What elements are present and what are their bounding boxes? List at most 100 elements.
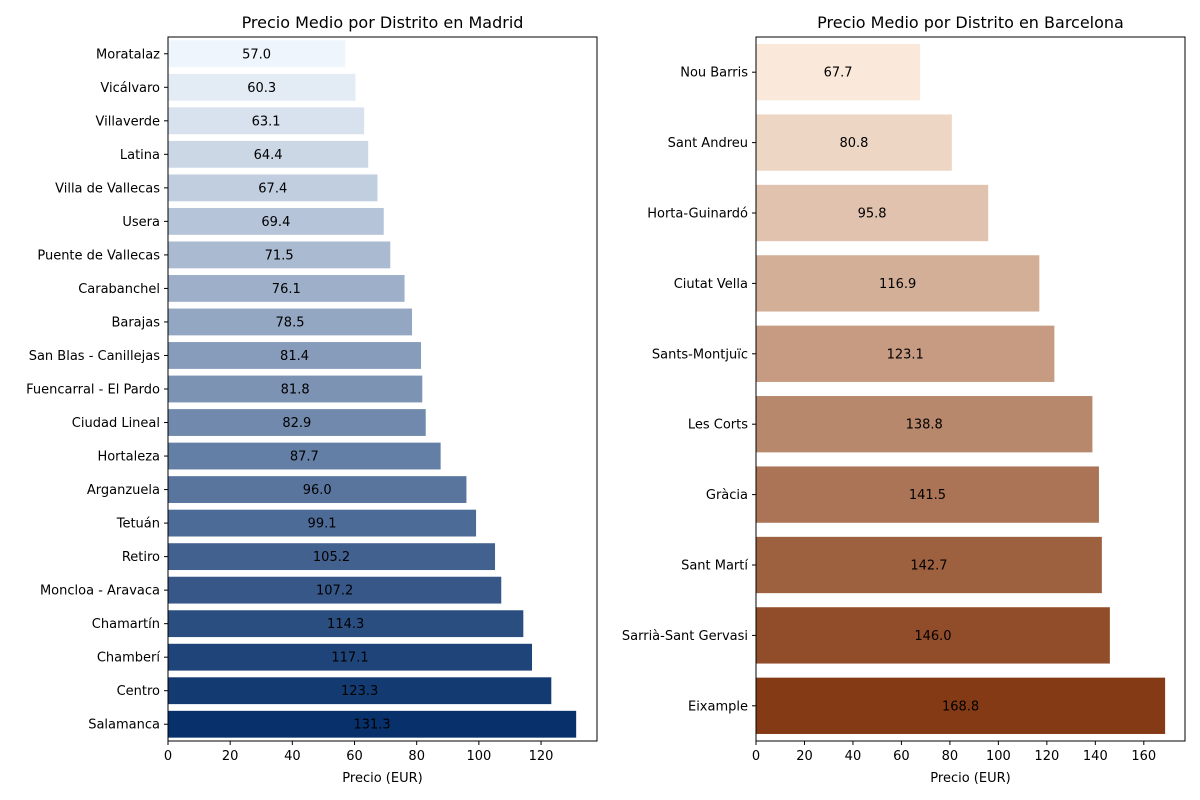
madrid-bar	[168, 375, 423, 403]
barcelona-bars: 67.7 80.8 95.8 116.9 123.1 138.8 141.5 142.7 146…	[756, 44, 1166, 734]
madrid-x-tick-label: 120	[529, 749, 554, 764]
barcelona-y-tick-label: Gràcia	[706, 488, 748, 503]
madrid-bar	[168, 107, 365, 135]
barcelona-bar	[756, 677, 1166, 734]
barcelona-y-tick-label: Sant Andreu	[668, 136, 748, 151]
barcelona-y-tick-label: Sant Martí	[681, 559, 748, 574]
madrid-bar-value-label: 82.9	[282, 416, 311, 431]
madrid-x-tick-label: 0	[164, 749, 172, 764]
madrid-y-tick-label: Salamanca	[88, 718, 160, 733]
madrid-x-axis-label: Precio (EUR)	[342, 771, 422, 786]
madrid-bar-value-label: 60.3	[247, 81, 276, 96]
barcelona-bar-value-label: 95.8	[858, 207, 887, 222]
madrid-bar	[168, 643, 533, 671]
madrid-y-tick-label: Villaverde	[96, 114, 160, 129]
madrid-bar-value-label: 71.5	[265, 248, 294, 263]
madrid-bar	[168, 677, 552, 705]
barcelona-bar	[756, 184, 989, 242]
madrid-chart-title: Precio Medio por Distrito en Madrid	[242, 13, 524, 32]
madrid-bar-value-label: 69.4	[261, 215, 290, 230]
barcelona-y-tick-label: Eixample	[688, 699, 748, 714]
barcelona-bar-value-label: 141.5	[909, 488, 946, 503]
barcelona-bar	[756, 396, 1093, 453]
madrid-bar	[168, 140, 369, 168]
madrid-y-tick-label: Centro	[117, 684, 160, 699]
madrid-bar-value-label: 117.1	[331, 651, 368, 666]
barcelona-x-axis-label: Precio (EUR)	[930, 771, 1010, 786]
madrid-y-tick-label: Villa de Vallecas	[55, 181, 160, 196]
barcelona-bar	[756, 466, 1099, 523]
barcelona-x-tick-label: 0	[752, 749, 760, 764]
barcelona-x-tick-label: 160	[1131, 749, 1156, 764]
madrid-bar-value-label: 123.3	[341, 684, 378, 699]
barcelona-bar-value-label: 123.1	[887, 347, 924, 362]
barcelona-bar	[756, 114, 952, 171]
madrid-bar	[168, 610, 524, 638]
barcelona-y-tick-label: Sants-Montjuïc	[652, 347, 748, 362]
barcelona-plot-frame	[755, 36, 1186, 742]
barcelona-y-tick-label: Les Corts	[688, 418, 748, 433]
madrid-y-tick-label: Barajas	[111, 315, 160, 330]
madrid-bar	[168, 174, 378, 202]
madrid-bar	[168, 710, 577, 738]
madrid-bar-value-label: 63.1	[252, 114, 281, 129]
madrid-bar-value-label: 96.0	[303, 483, 332, 498]
madrid-bars: 57.0 60.3 63.1 64.4 67.4 69.4 71.5 76.1 78.5 81.4…	[168, 40, 577, 738]
madrid-bar	[168, 275, 405, 302]
barcelona-bar-value-label: 80.8	[839, 136, 868, 151]
madrid-bar-value-label: 67.4	[258, 181, 287, 196]
madrid-bar	[168, 241, 391, 269]
madrid-y-tick-label: Ciudad Lineal	[72, 416, 160, 431]
madrid-x-tick-label: 100	[466, 749, 491, 764]
madrid-bar	[168, 40, 346, 68]
barcelona-y-tick-label: Nou Barris	[680, 66, 748, 81]
barcelona-bar	[756, 536, 1102, 594]
madrid-x-tick-label: 80	[408, 749, 425, 764]
madrid-x-tick-label: 40	[284, 749, 301, 764]
barcelona-bar-value-label: 142.7	[910, 559, 947, 574]
madrid-bar	[168, 207, 384, 235]
barcelona-chart-title: Precio Medio por Distrito en Barcelona	[817, 13, 1124, 32]
madrid-bar	[168, 409, 426, 436]
barcelona-bar	[756, 255, 1040, 312]
barcelona-x-tick-label: 120	[1034, 749, 1059, 764]
madrid-plot-frame	[167, 36, 598, 742]
madrid-bar-value-label: 107.2	[316, 584, 353, 599]
madrid-y-tick-label: Latina	[120, 148, 160, 163]
barcelona-bar	[756, 607, 1110, 664]
madrid-bar-value-label: 81.4	[280, 349, 309, 364]
madrid-y-tick-label: Chamberí	[97, 651, 161, 666]
barcelona-bar-value-label: 146.0	[914, 629, 951, 644]
madrid-chart: Precio Medio por Distrito en Madrid 57.0…	[26, 13, 598, 786]
barcelona-y-tick-label: Ciutat Vella	[674, 277, 748, 292]
madrid-y-tick-label: Moratalaz	[96, 47, 160, 62]
barcelona-y-tick-label: Sarrià-Sant Gervasi	[622, 629, 748, 644]
barcelona-x-tick-label: 20	[796, 749, 813, 764]
madrid-bar	[168, 576, 502, 604]
madrid-bar-value-label: 64.4	[254, 148, 283, 163]
madrid-bar-value-label: 114.3	[327, 617, 364, 632]
barcelona-bar-value-label: 168.8	[942, 699, 979, 714]
barcelona-bar-value-label: 116.9	[879, 277, 916, 292]
madrid-y-tick-label: Vicálvaro	[100, 81, 160, 96]
barcelona-bar-value-label: 67.7	[824, 66, 853, 81]
madrid-bar-value-label: 81.8	[281, 383, 310, 398]
madrid-bar-value-label: 105.2	[313, 550, 350, 565]
madrid-bar	[168, 442, 441, 470]
barcelona-x-tick-label: 60	[893, 749, 910, 764]
madrid-y-tick-label: Tetuán	[116, 517, 160, 532]
madrid-bar-value-label: 99.1	[308, 517, 337, 532]
barcelona-bar	[756, 44, 921, 101]
madrid-bar-value-label: 57.0	[242, 47, 271, 62]
madrid-y-tick-label: Moncloa - Aravaca	[40, 584, 160, 599]
madrid-y-tick-label: Hortaleza	[97, 450, 160, 465]
madrid-bar	[168, 342, 422, 369]
madrid-bar-value-label: 78.5	[276, 315, 305, 330]
madrid-y-tick-label: Retiro	[122, 550, 160, 565]
madrid-x-tick-label: 60	[346, 749, 363, 764]
madrid-y-tick-label: Arganzuela	[87, 483, 160, 498]
madrid-bar	[168, 73, 356, 101]
madrid-bar	[168, 543, 496, 571]
madrid-bar	[168, 476, 467, 503]
